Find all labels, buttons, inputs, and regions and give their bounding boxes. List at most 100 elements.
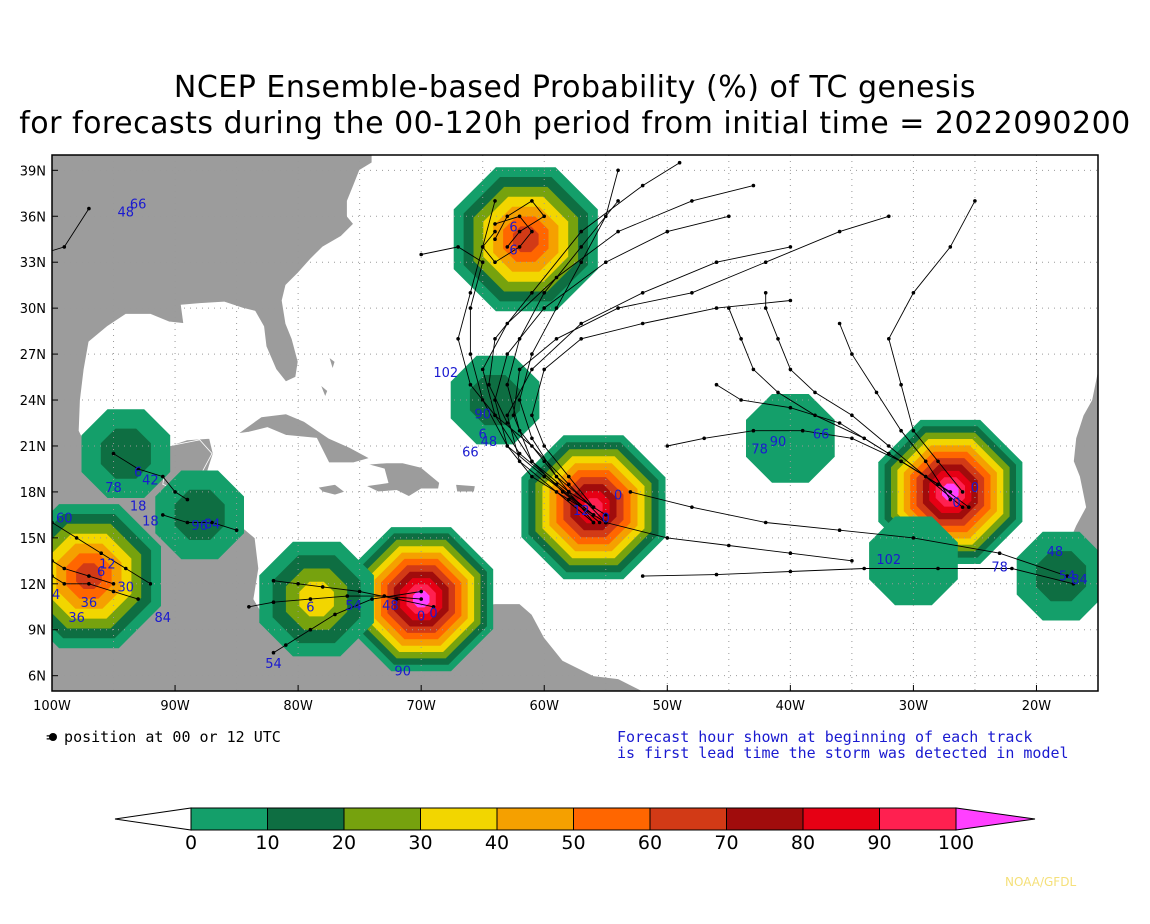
forecast-hour-label: 6 — [509, 244, 517, 259]
track-position-dot — [493, 237, 497, 241]
track-position-dot — [923, 459, 928, 464]
track-position-dot — [714, 306, 719, 310]
probability-area-gulf-honduras-16n — [155, 470, 244, 560]
track-position-dot — [493, 222, 497, 226]
track-position-dot — [776, 337, 780, 341]
track-position-dot — [837, 528, 842, 532]
track-north-loop2 — [493, 199, 546, 249]
track-position-dot — [677, 160, 682, 165]
track-position-dot — [567, 474, 571, 479]
track-position-dot — [308, 597, 313, 601]
probability-area-west-africa-coast-13n — [1016, 531, 1098, 621]
forecast-hour-note-line-2: is first lead time the storm was detecte… — [617, 744, 1069, 762]
track-position-dot — [960, 490, 965, 494]
track-position-dot — [234, 528, 239, 532]
track-line — [839, 323, 951, 500]
track-position-dot — [788, 245, 793, 249]
track-line — [888, 200, 976, 493]
forecast-hour-label: 102 — [433, 366, 458, 381]
track-position-dot — [161, 513, 165, 517]
track-position-dot — [997, 551, 1002, 555]
colorbar-tick-label: 90 — [867, 832, 891, 854]
probability-area-campeche-20n — [81, 409, 171, 498]
colorbar-tick-label: 40 — [485, 832, 509, 854]
track-position-dot — [505, 382, 510, 387]
track-position-dot — [936, 566, 940, 571]
track-position-dot — [530, 352, 534, 356]
track-position-dot — [530, 367, 534, 372]
colorbar-tick-label: 20 — [332, 832, 356, 854]
track-position-dot — [296, 582, 300, 586]
graticule — [52, 155, 1098, 691]
track-north-loop — [480, 214, 534, 265]
track-eastern-n — [837, 321, 953, 502]
track-position-dot — [431, 605, 436, 609]
colorbar-tick-label: 30 — [408, 832, 432, 854]
track-position-dot — [480, 260, 485, 265]
track-position-dot — [604, 520, 608, 525]
forecast-hour-label: 0 — [952, 496, 960, 511]
track-position-dot — [530, 229, 534, 234]
track-position-dot — [517, 229, 522, 234]
track-position-dot — [751, 428, 756, 433]
track-position-dot — [480, 367, 485, 372]
forecast-hour-label: 18 — [142, 515, 159, 530]
track-line — [716, 384, 939, 485]
forecast-hour-label: 48 — [481, 435, 498, 450]
track-position-dot — [554, 337, 559, 341]
forecast-hour-label: 12 — [99, 558, 116, 573]
probability-contour — [869, 516, 958, 606]
track-position-dot — [813, 390, 817, 395]
land-bahamas-andros — [319, 384, 329, 399]
track-position-dot — [837, 321, 842, 326]
track-position-dot — [505, 421, 510, 425]
track-position-dot — [419, 597, 424, 601]
track-position-dot — [690, 291, 694, 295]
track-position-dot — [887, 444, 891, 448]
track-position-dot — [505, 413, 510, 418]
track-position-dot — [665, 536, 670, 540]
track-position-dot — [591, 505, 596, 510]
track-position-dot — [542, 214, 546, 219]
track-position-dot — [517, 214, 522, 219]
track-position-dot — [560, 490, 565, 494]
track-position-dot — [161, 474, 165, 479]
track-position-dot — [837, 229, 842, 234]
track-position-dot — [530, 444, 534, 448]
credit-text: NOAA/GFDL — [1005, 875, 1077, 889]
forecast-hour-label: 66 — [462, 446, 479, 461]
track-position-dot — [739, 337, 743, 341]
track-position-dot — [616, 229, 620, 234]
lat-label: 33N — [20, 256, 46, 271]
track-eastern-recurve — [887, 199, 977, 494]
track-position-dot — [714, 382, 719, 387]
track-position-dot — [640, 321, 645, 326]
track-africa-west — [640, 566, 1076, 586]
lat-label: 24N — [20, 394, 46, 409]
colorbar-segment — [496, 807, 574, 831]
track-position-dot — [530, 291, 534, 295]
track-position-dot — [493, 413, 497, 418]
track-position-dot — [1065, 574, 1069, 578]
track-position-dot — [850, 352, 854, 356]
track-position-dot — [591, 520, 596, 525]
track-caribbean-sw — [271, 589, 424, 655]
track-position-dot — [87, 582, 91, 586]
forecast-hour-label: 6 — [97, 565, 105, 580]
lat-label: 39N — [20, 164, 46, 179]
colorbar: 0 10 20 30 40 50 60 70 80 90 100 — [114, 807, 1036, 854]
colorbar-tick-label: 100 — [938, 832, 974, 854]
track-position-dot — [530, 436, 534, 441]
track-honduras — [161, 513, 239, 532]
track-position-dot — [899, 428, 903, 433]
tracks-layer — [52, 160, 1076, 655]
track-position-dot — [973, 199, 977, 203]
land-bahamas-abaco — [328, 356, 336, 371]
track-position-dot — [517, 367, 522, 372]
track-position-dot — [948, 245, 953, 249]
forecast-hour-label: 6 — [509, 221, 517, 236]
track-line — [52, 560, 114, 585]
track-position-dot — [345, 594, 350, 598]
lat-label: 30N — [20, 302, 46, 317]
colorbar-tick-label: 80 — [791, 832, 815, 854]
